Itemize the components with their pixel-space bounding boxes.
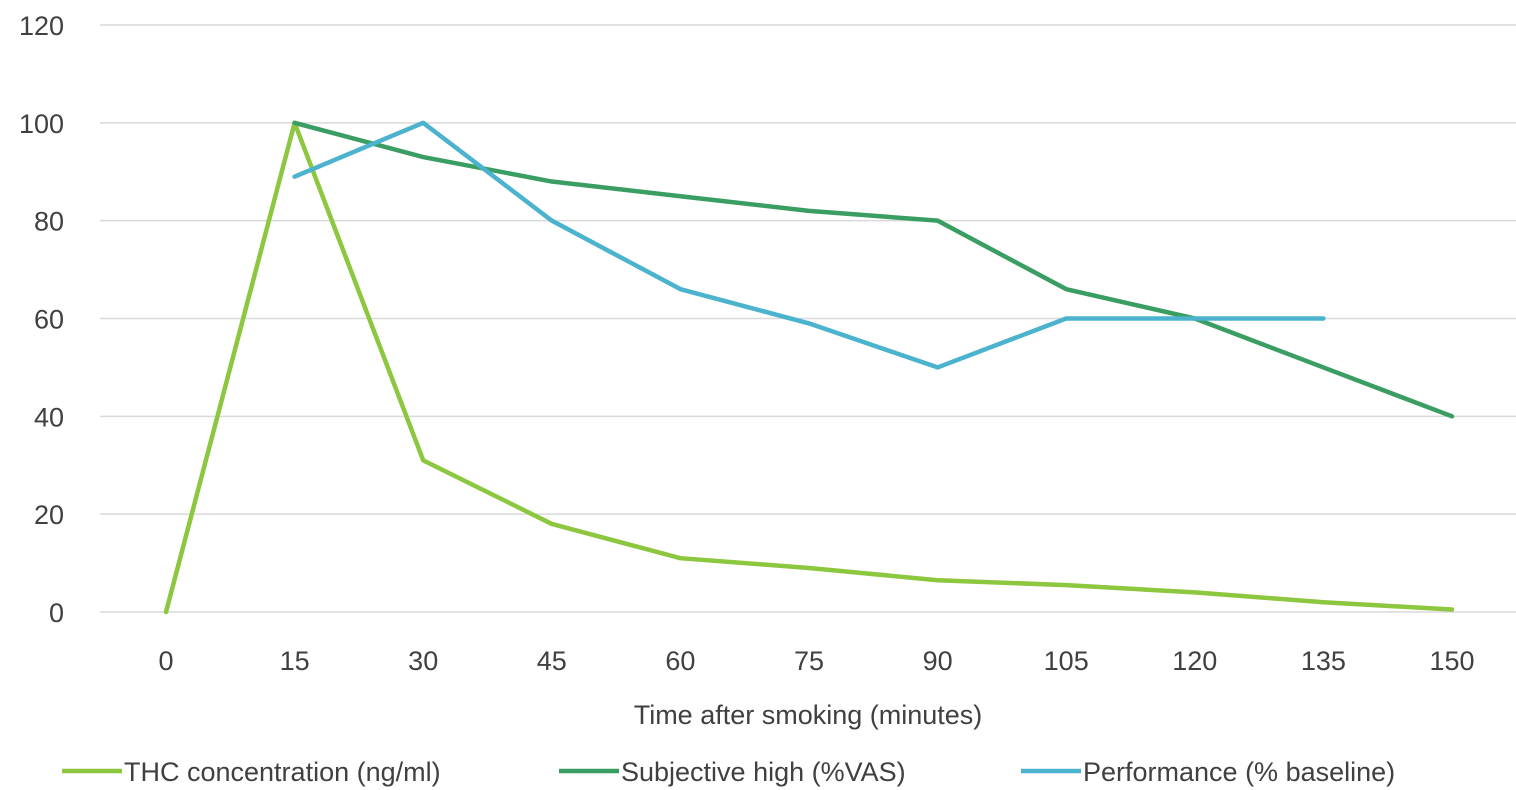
- legend-label: THC concentration (ng/ml): [124, 757, 441, 787]
- series-line-1: [163, 120, 1455, 615]
- x-axis-ticks: 0 15 30 45 60 75 90 105 120 135 150: [158, 646, 1474, 676]
- x-tick-label: 45: [537, 646, 567, 676]
- y-tick-label: 120: [19, 11, 64, 41]
- x-tick-label: 60: [665, 646, 695, 676]
- x-tick-label: 105: [1044, 646, 1089, 676]
- series-line-2: [292, 120, 1455, 419]
- x-tick-label: 150: [1429, 646, 1474, 676]
- x-tick-label: 30: [408, 646, 438, 676]
- x-tick-label: 75: [794, 646, 824, 676]
- y-tick-label: 0: [49, 598, 64, 628]
- series-line-3: [292, 120, 1326, 370]
- y-tick-label: 20: [34, 500, 64, 530]
- x-tick-label: 15: [280, 646, 310, 676]
- y-axis-ticks: 0 20 40 60 80 100 120: [19, 11, 64, 628]
- gridlines: [100, 24, 1516, 613]
- series-lines: [163, 120, 1455, 615]
- x-tick-label: 135: [1301, 646, 1346, 676]
- y-tick-label: 60: [34, 305, 64, 335]
- x-tick-label: 90: [923, 646, 953, 676]
- legend-label: Performance (% baseline): [1083, 757, 1395, 787]
- x-axis-title: Time after smoking (minutes): [634, 700, 983, 730]
- legend-label: Subjective high (%VAS): [621, 757, 906, 787]
- y-tick-label: 100: [19, 109, 64, 139]
- legend: THC concentration (ng/ml) Subjective high…: [62, 757, 1395, 787]
- y-tick-label: 80: [34, 207, 64, 237]
- x-tick-label: 120: [1172, 646, 1217, 676]
- y-tick-label: 40: [34, 402, 64, 432]
- x-tick-label: 0: [158, 646, 173, 676]
